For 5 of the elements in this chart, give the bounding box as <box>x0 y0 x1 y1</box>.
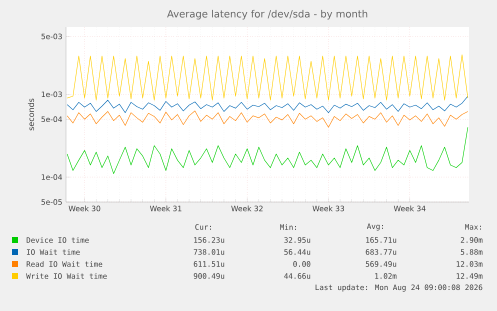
line-series <box>66 126 468 174</box>
line-series <box>66 110 468 128</box>
chart-title: Average latency for /dev/sda - by month <box>167 10 368 20</box>
line-series <box>66 96 468 113</box>
line-series <box>66 54 468 100</box>
